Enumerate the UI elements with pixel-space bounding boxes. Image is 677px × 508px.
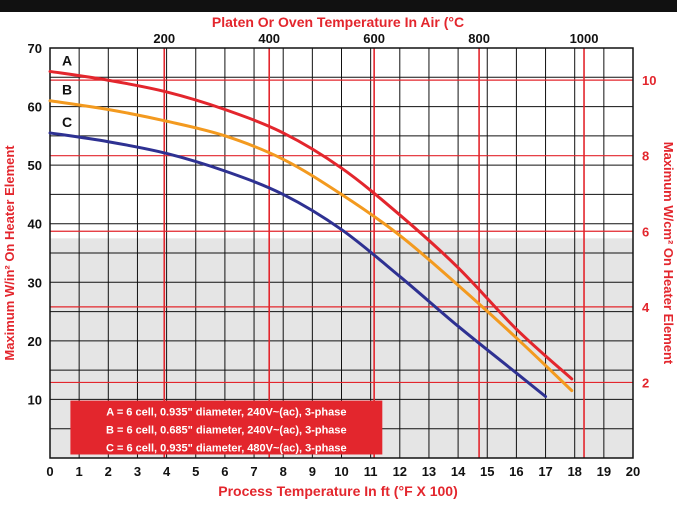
series-label-c: C xyxy=(62,114,72,130)
x-tick-label: 2 xyxy=(105,464,112,479)
x-tick-label: 14 xyxy=(451,464,466,479)
temperature-reference-lines xyxy=(50,48,633,458)
series-line-b xyxy=(48,99,574,393)
right-tick-label: 2 xyxy=(642,375,649,390)
plot-frame xyxy=(49,47,634,459)
top-tick-label: 200 xyxy=(153,31,175,46)
x-tick-label: 16 xyxy=(509,464,523,479)
x-tick-label: 3 xyxy=(134,464,141,479)
x-tick-label: 5 xyxy=(192,464,199,479)
y-tick-label: 70 xyxy=(28,41,42,56)
legend-box: A = 6 cell, 0.935" diameter, 240V~(ac), … xyxy=(70,400,383,455)
chart-title: Platen Or Oven Temperature In Air (°C xyxy=(212,14,464,30)
right-tick-label: 4 xyxy=(642,300,650,315)
grid xyxy=(50,48,633,458)
x-tick-label: 7 xyxy=(250,464,257,479)
right-tick-label: 8 xyxy=(642,149,649,164)
x-tick-label: 4 xyxy=(163,464,171,479)
series-name-labels: ABC xyxy=(62,52,72,130)
series-label-a: A xyxy=(62,52,72,68)
x-tick-label: 0 xyxy=(46,464,53,479)
y-tick-label: 60 xyxy=(28,100,42,115)
top-tick-label: 1000 xyxy=(570,31,599,46)
y-tick-label: 20 xyxy=(28,334,42,349)
legend-background xyxy=(70,400,383,455)
x-tick-label: 19 xyxy=(597,464,611,479)
x-tick-label: 15 xyxy=(480,464,494,479)
y-tick-label: 30 xyxy=(28,275,42,290)
x-tick-label: 20 xyxy=(626,464,640,479)
x-tick-label: 17 xyxy=(538,464,552,479)
y-tick-label: 40 xyxy=(28,217,42,232)
x-tick-label: 18 xyxy=(567,464,581,479)
series-lines xyxy=(48,69,574,398)
x-tick-label: 6 xyxy=(221,464,228,479)
right-tick-label: 10 xyxy=(642,73,656,88)
series-line-c xyxy=(48,131,548,398)
x-tick-label: 9 xyxy=(309,464,316,479)
series-label-b: B xyxy=(62,82,72,98)
x-tick-label: 1 xyxy=(76,464,83,479)
y-axis-label-right: Maximum W/cm² On Heater Element xyxy=(661,142,676,365)
top-header-bar xyxy=(0,0,677,12)
x-axis-label: Process Temperature In ft (°F X 100) xyxy=(218,483,458,499)
tick-labels: 0 1 2 3 4 5 6 7 8 9 10 11 12 13 14 15 16 17 18 19 2010203040… xyxy=(28,31,657,479)
x-tick-label: 12 xyxy=(393,464,407,479)
y-axis-label-left: Maximum W/in² On Heater Element xyxy=(2,145,17,361)
legend-entry-c: C = 6 cell, 0.935" diameter, 480V~(ac), … xyxy=(106,443,347,455)
right-tick-label: 6 xyxy=(642,224,649,239)
y-tick-label: 10 xyxy=(28,392,42,407)
top-tick-label: 600 xyxy=(363,31,385,46)
top-tick-label: 800 xyxy=(468,31,490,46)
top-tick-label: 400 xyxy=(258,31,280,46)
x-tick-label: 11 xyxy=(364,464,378,479)
x-tick-label: 13 xyxy=(422,464,436,479)
legend-entry-a: A = 6 cell, 0.935" diameter, 240V~(ac), … xyxy=(106,407,346,419)
x-tick-label: 8 xyxy=(280,464,287,479)
y-tick-label: 50 xyxy=(28,158,42,173)
legend-entry-b: B = 6 cell, 0.685" diameter, 240V~(ac), … xyxy=(106,425,347,437)
series-line-a xyxy=(48,69,574,381)
x-tick-label: 10 xyxy=(334,464,348,479)
